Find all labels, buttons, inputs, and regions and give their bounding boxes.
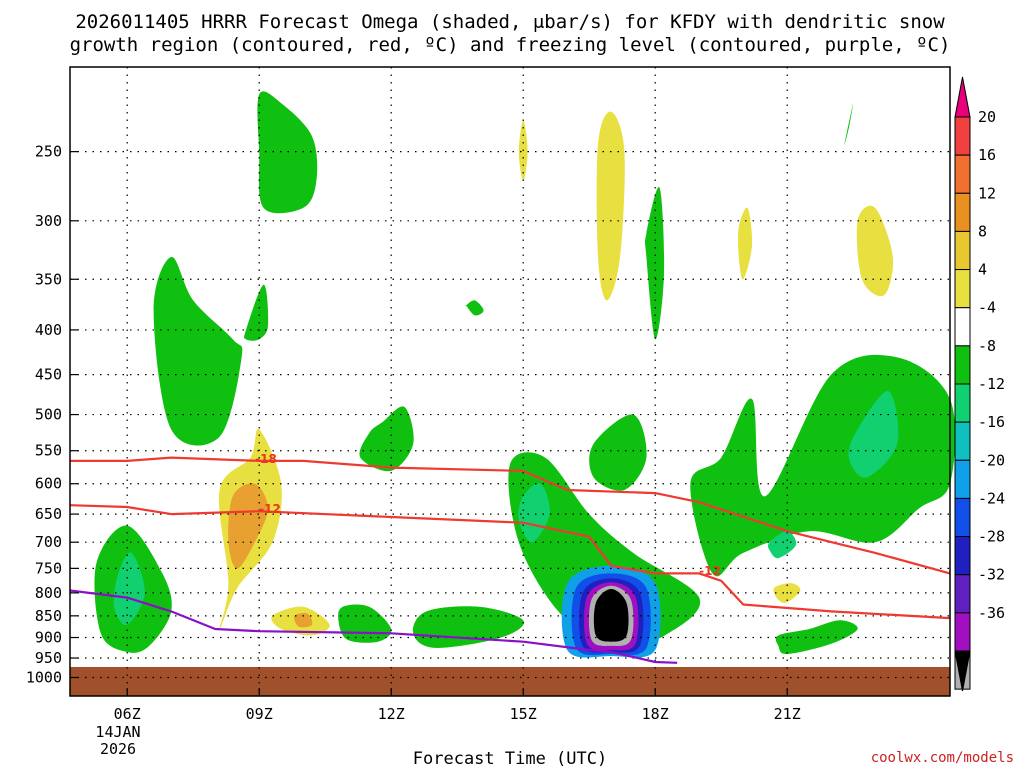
omega-area-green-lower-right [775, 620, 858, 655]
colorbar-segment-7 [954, 345, 971, 385]
colorbar-segment-14 [954, 612, 971, 652]
y-tick-label-550: 550 [35, 442, 62, 460]
omega-area-green-left-07z [153, 256, 243, 446]
omega-area-yellow-2230z [856, 205, 894, 297]
omega-area-green-upper-09z [257, 91, 318, 214]
colorbar-label-8: -16 [978, 413, 1005, 431]
omega-area-teal-2030z [767, 531, 797, 559]
colorbar-label-6: -8 [978, 337, 996, 355]
colorbar-label-7: -12 [978, 375, 1005, 393]
omega-area-teal-right [848, 390, 899, 478]
omega-area-green-small-09z [244, 284, 269, 341]
omega-area-teal-0630z [113, 552, 145, 625]
colorbar-segment-12 [954, 536, 971, 576]
y-tick-label-950: 950 [35, 649, 62, 667]
colorbar-label-13: -36 [978, 604, 1005, 622]
x-tick-label-09Z: 09Z [246, 705, 273, 723]
x-tick-label-15Z: 15Z [510, 705, 537, 723]
colorbar-label-10: -24 [978, 489, 1005, 507]
x-axis-label: Forecast Time (UTC) [413, 749, 607, 768]
omega-area-green-low-12z [338, 604, 392, 643]
y-tick-label-800: 800 [35, 584, 62, 602]
dgz-bottom-line [69, 504, 951, 620]
colorbar-segment-9 [954, 421, 971, 461]
freezing-level-line [69, 589, 678, 664]
chart-title-line1: 2026011405 HRRR Forecast Omega (shaded, … [75, 11, 945, 33]
plot-frame [69, 66, 951, 697]
colorbar-label-3: 8 [978, 222, 987, 240]
x-tick-label-21Z: 21Z [774, 705, 801, 723]
ground-surface [70, 667, 950, 696]
colorbar-arrow-top [954, 76, 971, 118]
y-tick-label-700: 700 [35, 533, 62, 551]
colorbar-segment-13 [954, 574, 971, 614]
watermark: coolwx.com/models [871, 750, 1014, 766]
y-tick-label-900: 900 [35, 629, 62, 647]
omega-area-orange-10z [294, 612, 313, 628]
colorbar-segment-1 [954, 116, 971, 156]
colorbar-label-0: 20 [978, 108, 996, 126]
y-tick-label-250: 250 [35, 143, 62, 161]
colorbar-segment-11 [954, 497, 971, 538]
colorbar-segment-3 [954, 192, 971, 232]
colorbar-label-1: 16 [978, 146, 996, 164]
colorbar-arrow-bottom [954, 650, 971, 692]
y-tick-label-450: 450 [35, 366, 62, 384]
colorbar: 20 16 12 8 4 -4 -8 -12 -16 -20 -24 -28 -32 -36 [954, 76, 1005, 692]
y-tick-label-400: 400 [35, 321, 62, 339]
omega-shading [94, 91, 956, 658]
omega-area-green-top-right [844, 102, 854, 145]
y-tick-label-750: 750 [35, 559, 62, 577]
y-axis: 250 300 350 400 450 500 550 600 650 700 750 800 850 9… [26, 143, 78, 686]
x-axis: 06Z 09Z 12Z 15Z 18Z 21Z [114, 688, 801, 723]
dgz-top-line [70, 456, 951, 575]
omega-area-green-17z [589, 414, 647, 491]
y-tick-label-500: 500 [35, 406, 62, 424]
colorbar-segment-5 [954, 269, 971, 309]
colorbar-label-2: 12 [978, 184, 996, 202]
contour-label-dgz-bottom-left: -12 [259, 502, 281, 516]
omega-area-green-18z-column [645, 187, 665, 340]
colorbar-segment-10 [954, 459, 971, 499]
y-tick-label-850: 850 [35, 607, 62, 625]
colorbar-label-11: -28 [978, 528, 1005, 546]
x-tick-label-18Z: 18Z [642, 705, 669, 723]
omega-area-orange-0830z [228, 483, 268, 569]
y-tick-label-1000: 1000 [26, 668, 62, 686]
x-tick-label-06Z: 06Z [114, 705, 141, 723]
contour-lines [69, 456, 951, 664]
colorbar-label-9: -20 [978, 451, 1005, 469]
contour-label-dgz-bottom-right: -12 [699, 564, 721, 578]
y-tick-label-600: 600 [35, 475, 62, 493]
contour-label-dgz-top: -18 [255, 452, 277, 466]
colorbar-segment-6 [954, 307, 971, 347]
omega-area-yellow-20z [737, 207, 753, 280]
y-tick-label-300: 300 [35, 212, 62, 230]
y-tick-label-650: 650 [35, 505, 62, 523]
colorbar-label-5: -4 [978, 299, 996, 317]
omega-area-green-small-14z [464, 300, 484, 316]
omega-area-green-mid-12z [359, 406, 414, 472]
colorbar-segment-8 [954, 383, 971, 423]
y-tick-label-350: 350 [35, 270, 62, 288]
colorbar-label-4: 4 [978, 261, 987, 279]
x-date-year: 2026 [100, 740, 136, 758]
colorbar-label-12: -32 [978, 566, 1005, 584]
chart-title-line2: growth region (contoured, red, ºC) and f… [70, 34, 951, 56]
omega-area-yellow-17z-column [596, 111, 625, 301]
colorbar-segment-2 [954, 154, 971, 194]
x-date-month: 14JAN [95, 723, 140, 741]
colorbar-segment-4 [954, 230, 971, 271]
x-tick-label-12Z: 12Z [378, 705, 405, 723]
omega-area-green-right [690, 354, 956, 577]
